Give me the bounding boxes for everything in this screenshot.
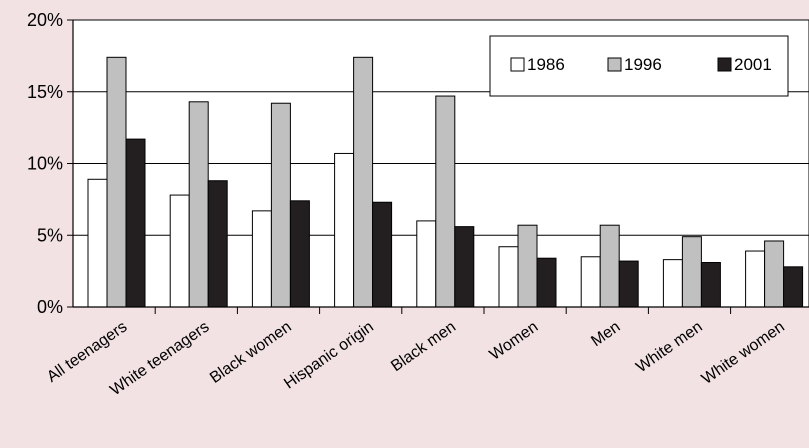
legend: 1986 1996 2001 xyxy=(489,35,789,97)
y-axis-ticks: 0% 5% 10% 15% 20% xyxy=(27,10,73,317)
bar-1996 xyxy=(353,56,374,308)
bars xyxy=(87,56,804,308)
bar-2001 xyxy=(618,260,639,308)
bar-2001 xyxy=(372,201,393,308)
bar-1986 xyxy=(662,259,683,308)
y-tick-label: 15% xyxy=(27,82,63,102)
x-category-label: White women xyxy=(699,318,788,388)
bar-2001 xyxy=(536,257,557,308)
legend-swatch-2001 xyxy=(717,57,732,72)
legend-label-1986: 1986 xyxy=(527,55,565,74)
x-category-label: Men xyxy=(588,318,623,350)
legend-label-2001: 2001 xyxy=(734,55,772,74)
bar-1996 xyxy=(188,101,209,308)
legend-label-1996: 1996 xyxy=(624,55,662,74)
x-category-label: Black women xyxy=(207,318,295,387)
y-tick-label: 20% xyxy=(27,10,63,30)
bar-1986 xyxy=(416,220,437,308)
x-category-label: Hispanic origin xyxy=(281,318,377,392)
bar-1996 xyxy=(517,224,538,308)
bar-1996 xyxy=(270,102,291,308)
bar-1986 xyxy=(169,194,190,308)
bar-1996 xyxy=(764,240,785,308)
bar-2001 xyxy=(207,180,228,308)
bar-1986 xyxy=(87,178,108,308)
y-tick-label: 0% xyxy=(37,297,63,317)
bar-1996 xyxy=(681,236,702,308)
legend-box xyxy=(489,35,789,97)
bar-2001 xyxy=(700,262,721,308)
y-tick-label: 10% xyxy=(27,154,63,174)
bar-1986 xyxy=(498,246,519,308)
bar-1986 xyxy=(745,250,766,308)
x-category-label: Black men xyxy=(388,318,459,375)
x-category-label: All teenagers xyxy=(44,318,130,385)
bar-1986 xyxy=(580,256,601,308)
bar-1986 xyxy=(334,152,355,308)
legend-swatch-1996 xyxy=(607,57,622,72)
bar-2001 xyxy=(125,138,146,308)
bar-2001 xyxy=(454,226,475,308)
bar-2001 xyxy=(289,200,310,308)
x-category-label: White men xyxy=(633,318,705,376)
y-tick-label: 5% xyxy=(37,225,63,245)
bar-1986 xyxy=(251,210,272,308)
x-category-label: Women xyxy=(487,318,542,363)
bar-1996 xyxy=(106,56,127,308)
bar-1996 xyxy=(599,224,620,308)
legend-swatch-1986 xyxy=(510,57,525,72)
bar-1996 xyxy=(435,95,456,308)
bar-2001 xyxy=(783,266,804,308)
